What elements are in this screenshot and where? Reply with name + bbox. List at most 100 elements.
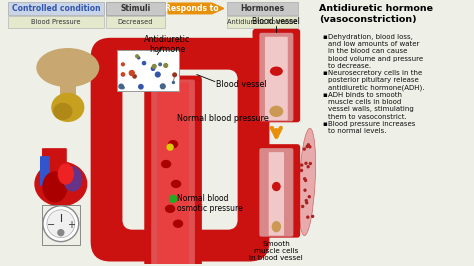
Text: Hormones: Hormones: [240, 4, 284, 13]
Text: ▪: ▪: [322, 34, 327, 40]
Circle shape: [155, 72, 160, 77]
Circle shape: [307, 144, 310, 146]
Circle shape: [309, 146, 311, 148]
Ellipse shape: [162, 161, 171, 168]
Circle shape: [305, 200, 307, 202]
Ellipse shape: [54, 103, 72, 119]
Ellipse shape: [299, 128, 316, 236]
Circle shape: [310, 163, 311, 165]
Text: ▪: ▪: [322, 70, 327, 76]
FancyArrow shape: [168, 3, 224, 14]
FancyBboxPatch shape: [118, 50, 179, 92]
Text: −: −: [47, 220, 55, 230]
Text: Normal blood
osmotic pressure: Normal blood osmotic pressure: [177, 194, 243, 213]
Ellipse shape: [35, 162, 87, 206]
Circle shape: [143, 61, 146, 65]
Circle shape: [152, 65, 156, 68]
FancyBboxPatch shape: [157, 82, 189, 266]
Text: Stimuli: Stimuli: [120, 4, 150, 13]
Text: ▪: ▪: [322, 121, 327, 127]
Circle shape: [121, 63, 124, 66]
Circle shape: [167, 144, 173, 150]
FancyBboxPatch shape: [8, 16, 103, 28]
FancyBboxPatch shape: [60, 80, 76, 99]
FancyBboxPatch shape: [40, 156, 50, 186]
Circle shape: [121, 73, 125, 76]
Circle shape: [307, 166, 309, 168]
Circle shape: [160, 84, 165, 89]
Circle shape: [129, 70, 134, 76]
Circle shape: [308, 196, 310, 198]
Text: ▪: ▪: [322, 92, 327, 98]
Text: Dehydration, blood loss,
and low amounts of water
in the blood can cause
blood v: Dehydration, blood loss, and low amounts…: [328, 34, 423, 69]
Text: Antidiuretic hormone
(vasoconstriction): Antidiuretic hormone (vasoconstriction): [319, 4, 433, 24]
Circle shape: [136, 55, 138, 57]
Text: Blood pressure increases
to normal levels.: Blood pressure increases to normal level…: [328, 121, 415, 134]
FancyBboxPatch shape: [265, 37, 288, 120]
Ellipse shape: [173, 220, 182, 227]
Circle shape: [305, 162, 307, 164]
Text: Controlled condition: Controlled condition: [11, 4, 100, 13]
Circle shape: [173, 81, 174, 84]
FancyBboxPatch shape: [253, 29, 300, 122]
Circle shape: [306, 202, 308, 204]
Circle shape: [307, 216, 309, 218]
Circle shape: [173, 73, 176, 77]
Circle shape: [151, 67, 155, 70]
FancyBboxPatch shape: [91, 38, 269, 261]
FancyBboxPatch shape: [122, 70, 237, 230]
Text: Antidiuretic
hormone: Antidiuretic hormone: [144, 35, 190, 54]
Ellipse shape: [52, 93, 84, 121]
Ellipse shape: [273, 182, 280, 190]
Text: Decreased: Decreased: [118, 19, 153, 25]
FancyBboxPatch shape: [50, 148, 59, 180]
Circle shape: [305, 180, 307, 181]
Circle shape: [58, 230, 64, 236]
Circle shape: [311, 215, 314, 217]
FancyBboxPatch shape: [227, 16, 298, 28]
FancyBboxPatch shape: [269, 152, 284, 236]
FancyBboxPatch shape: [42, 148, 51, 180]
Circle shape: [139, 85, 143, 89]
Circle shape: [306, 146, 308, 148]
Circle shape: [301, 164, 303, 166]
FancyBboxPatch shape: [106, 16, 165, 28]
Ellipse shape: [273, 222, 280, 232]
FancyBboxPatch shape: [259, 148, 293, 237]
Circle shape: [133, 75, 136, 78]
Text: ADH binds to smooth
muscle cells in blood
vessel walls, stimulating
them to vaso: ADH binds to smooth muscle cells in bloo…: [328, 92, 414, 120]
Circle shape: [303, 148, 305, 150]
Text: Responds to: Responds to: [165, 4, 219, 13]
Circle shape: [170, 196, 176, 202]
Ellipse shape: [172, 180, 181, 188]
Text: +: +: [67, 220, 75, 230]
Ellipse shape: [169, 141, 178, 148]
Text: Antidiuretic hormone: Antidiuretic hormone: [227, 19, 298, 25]
Ellipse shape: [58, 164, 73, 184]
Text: Smooth
muscle cells
in blood vessel: Smooth muscle cells in blood vessel: [249, 241, 303, 261]
Ellipse shape: [165, 205, 174, 212]
Ellipse shape: [64, 167, 82, 191]
Circle shape: [43, 206, 79, 242]
Circle shape: [164, 64, 168, 67]
Circle shape: [301, 169, 302, 171]
Text: Blood Pressure: Blood Pressure: [31, 19, 81, 25]
Ellipse shape: [37, 49, 99, 86]
Circle shape: [47, 210, 75, 238]
Circle shape: [304, 178, 306, 180]
Text: Blood vessel: Blood vessel: [216, 80, 266, 89]
Circle shape: [304, 189, 306, 191]
Circle shape: [301, 205, 304, 207]
Text: Blood vessel: Blood vessel: [253, 17, 301, 26]
FancyBboxPatch shape: [253, 144, 300, 238]
FancyBboxPatch shape: [144, 76, 202, 266]
Circle shape: [159, 63, 162, 66]
Circle shape: [137, 57, 140, 59]
Text: Neurosecretory cells in the
posterior pituitary release
antidiuretic hormone(ADH: Neurosecretory cells in the posterior pi…: [328, 70, 425, 91]
FancyBboxPatch shape: [151, 80, 195, 266]
FancyBboxPatch shape: [259, 33, 293, 121]
Text: Normal blood pressure: Normal blood pressure: [177, 114, 269, 123]
FancyBboxPatch shape: [227, 2, 298, 15]
Circle shape: [122, 86, 124, 89]
Ellipse shape: [270, 106, 283, 116]
